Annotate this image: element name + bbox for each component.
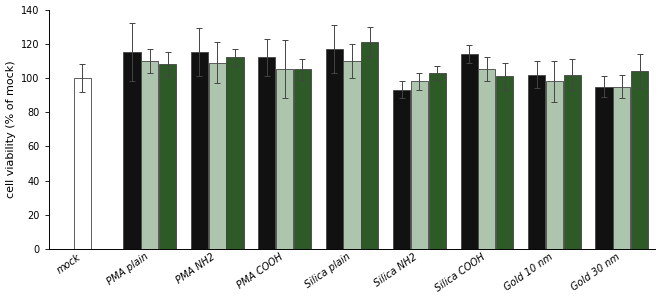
Bar (276, 69, 293, 249)
Bar (159, 64, 176, 249)
Bar (191, 52, 208, 249)
Bar (528, 74, 545, 249)
Bar (546, 81, 563, 249)
Bar (258, 57, 276, 249)
Bar (564, 74, 580, 249)
Bar (326, 49, 343, 249)
Bar (141, 61, 159, 249)
Bar (596, 86, 613, 249)
Bar (429, 73, 446, 249)
Bar (496, 76, 513, 249)
Bar (124, 52, 141, 249)
Bar (613, 86, 631, 249)
Bar (479, 69, 496, 249)
Bar (411, 81, 428, 249)
Bar (631, 71, 648, 249)
Bar (74, 78, 91, 249)
Y-axis label: cell viability (% of mock): cell viability (% of mock) (5, 60, 16, 198)
Bar (209, 62, 226, 249)
Bar (361, 42, 378, 249)
Bar (226, 57, 243, 249)
Bar (293, 69, 311, 249)
Bar (393, 90, 410, 249)
Bar (344, 61, 361, 249)
Bar (461, 54, 478, 249)
